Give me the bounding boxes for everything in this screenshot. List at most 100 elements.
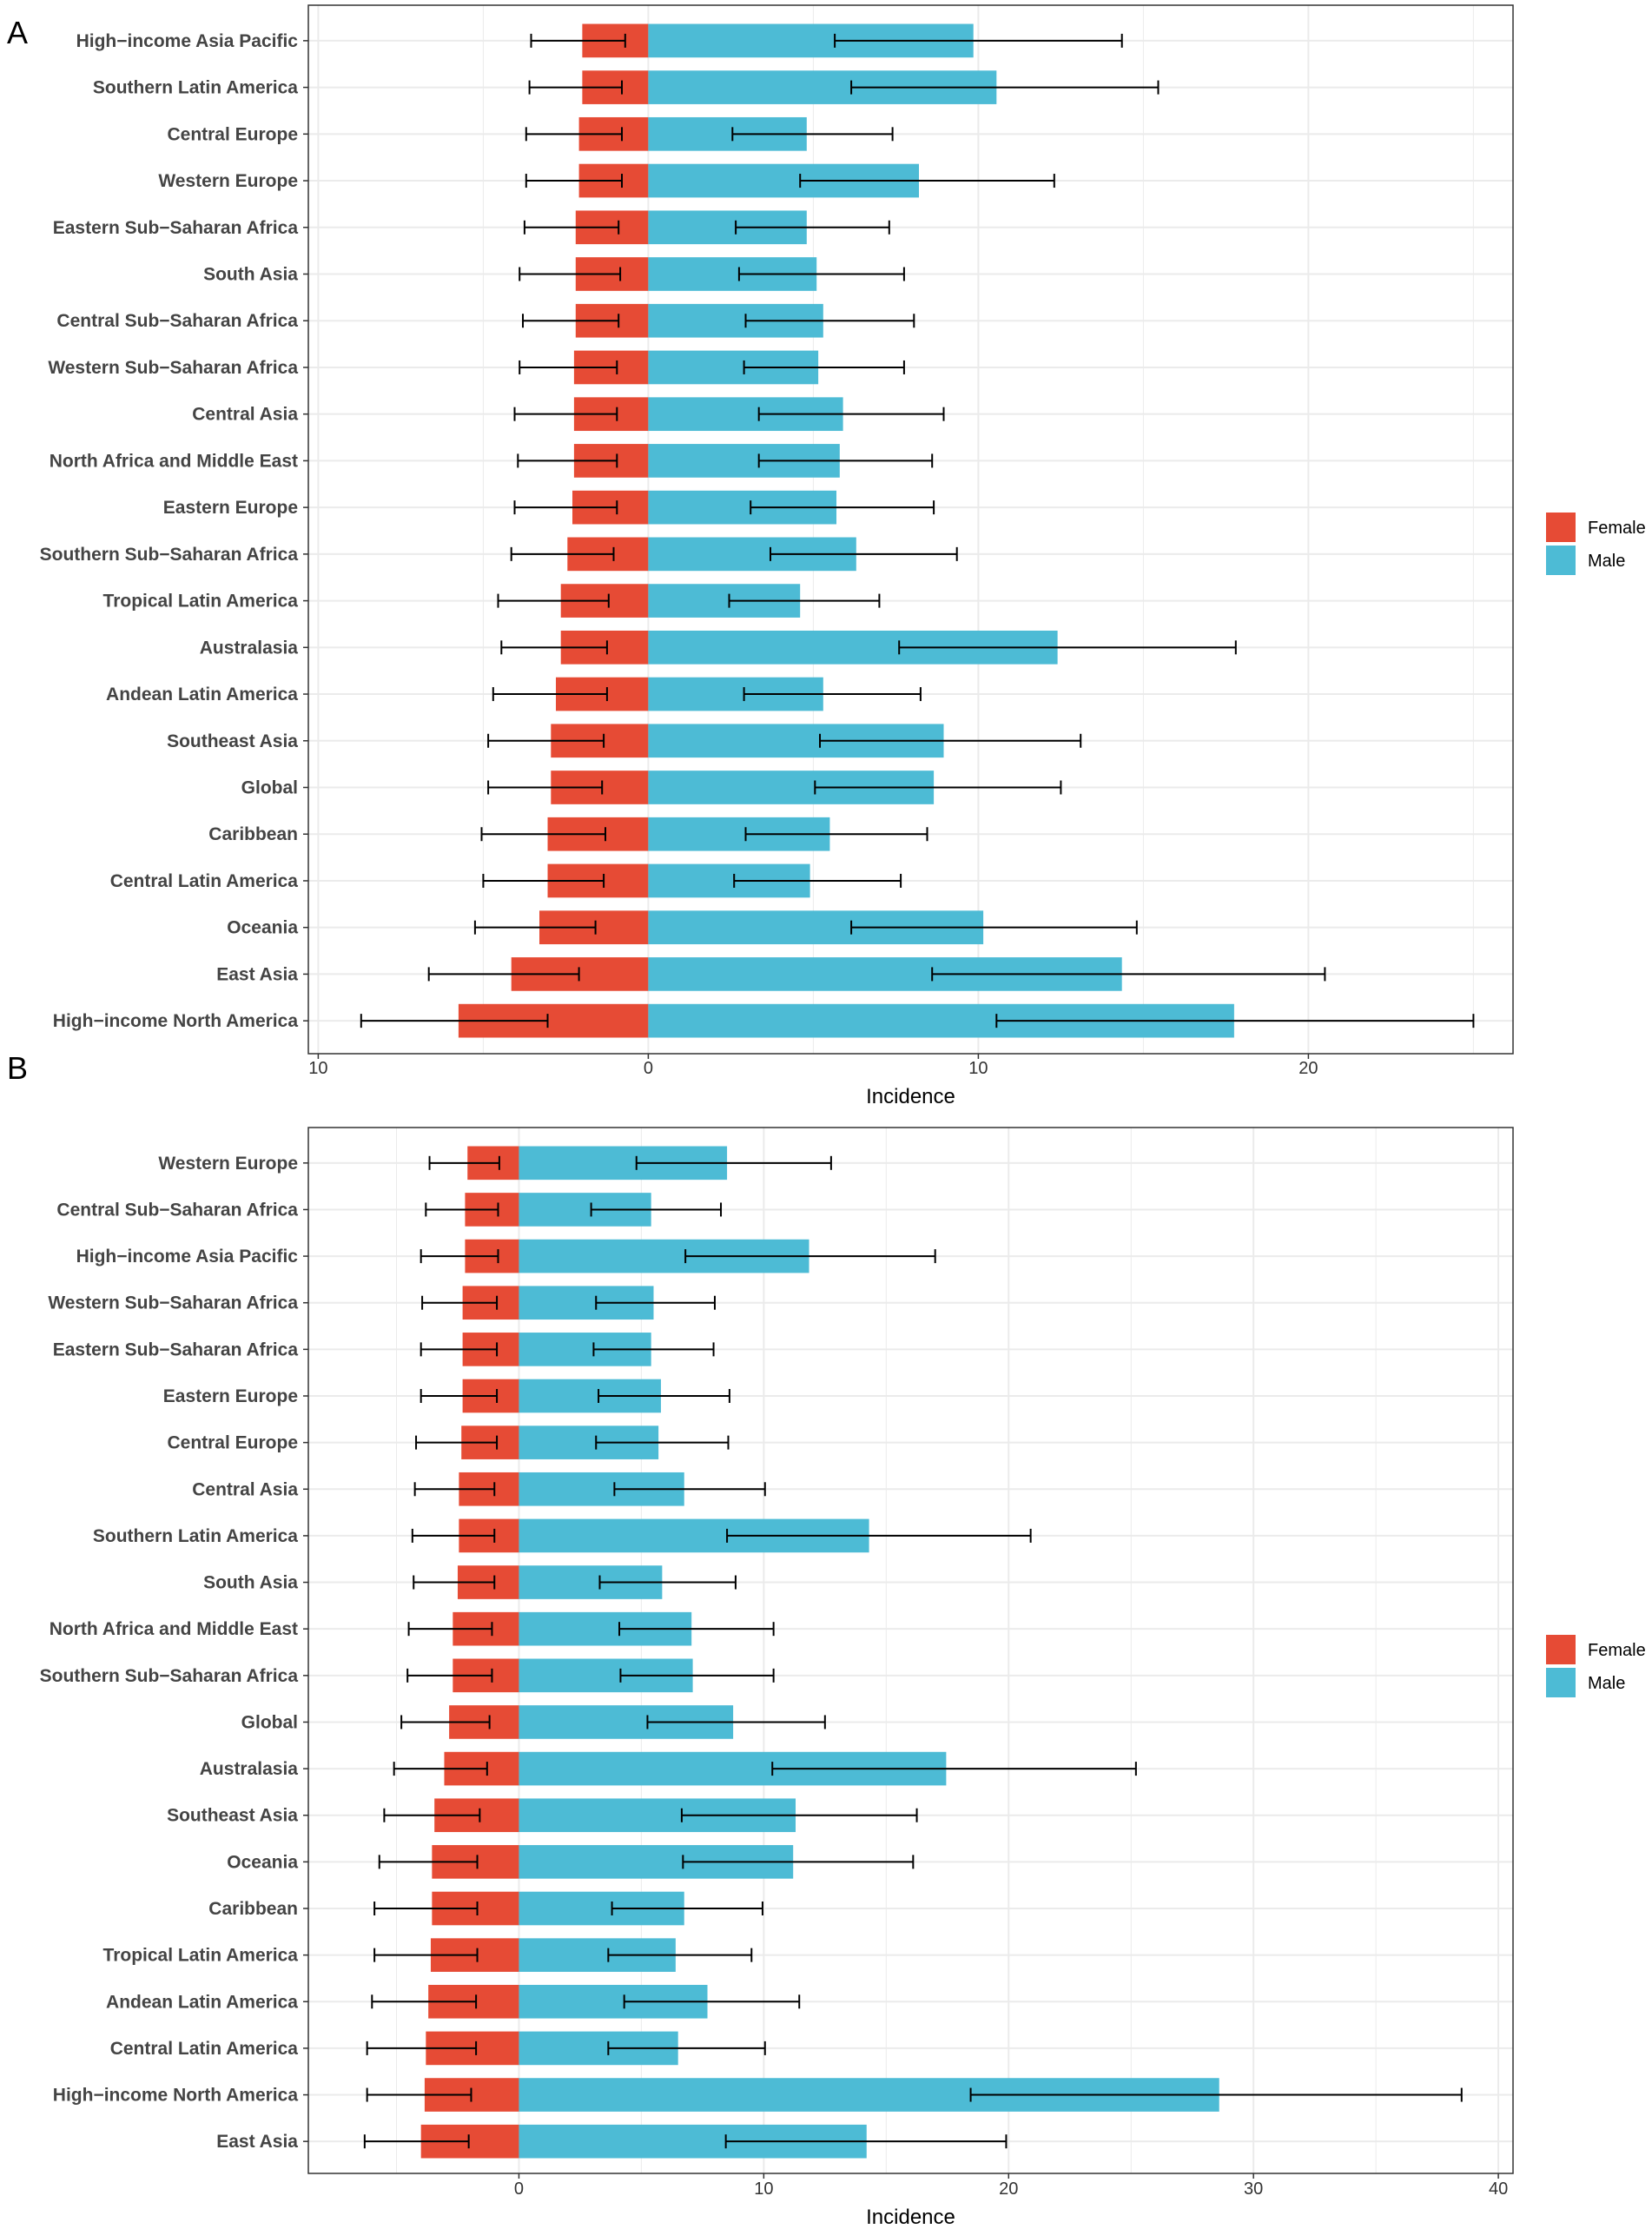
errorbar-female bbox=[363, 2134, 470, 2149]
errorbar-male bbox=[613, 1482, 766, 1497]
errorbar-female bbox=[373, 1902, 479, 1915]
x-tick-label: 40 bbox=[1489, 2179, 1508, 2199]
errorbar-male bbox=[898, 640, 1237, 655]
errorbar-male bbox=[799, 174, 1055, 189]
errorbar-male bbox=[595, 1295, 716, 1310]
errorbar-female bbox=[525, 174, 623, 189]
category-label: Western Sub−Saharan Africa bbox=[48, 1293, 298, 1313]
category-label: Global bbox=[241, 778, 298, 798]
x-axis-title: Incidence bbox=[866, 1085, 955, 1108]
category-label: Global bbox=[241, 1712, 298, 1732]
errorbar-male bbox=[743, 360, 905, 374]
errorbar-male bbox=[931, 967, 1326, 982]
category-label: Caribbean bbox=[208, 1899, 298, 1919]
category-label: South Asia bbox=[203, 265, 298, 285]
category-label: Caribbean bbox=[208, 824, 298, 844]
errorbar-female bbox=[523, 220, 620, 235]
errorbar-male bbox=[771, 1762, 1137, 1776]
errorbar-female bbox=[383, 1808, 481, 1822]
category-label: Central Asia bbox=[192, 1479, 298, 1499]
legend-label-female: Female bbox=[1588, 1641, 1646, 1660]
category-label: Southern Latin America bbox=[93, 78, 298, 98]
errorbar-female bbox=[407, 1622, 493, 1637]
category-label: Tropical Latin America bbox=[103, 592, 299, 612]
errorbar-female bbox=[513, 500, 618, 515]
x-tick-label: 0 bbox=[644, 1059, 653, 1078]
errorbar-female bbox=[373, 1948, 479, 1962]
panel-letter: A bbox=[7, 15, 28, 50]
category-label: Central Sub−Saharan Africa bbox=[56, 311, 298, 331]
errorbar-male bbox=[731, 127, 894, 142]
errorbar-female bbox=[421, 1295, 499, 1310]
errorbar-female bbox=[425, 1202, 499, 1217]
errorbar-female bbox=[427, 967, 580, 982]
category-label: High−income North America bbox=[53, 2086, 299, 2106]
errorbar-male bbox=[592, 1342, 715, 1357]
errorbar-male bbox=[724, 2134, 1008, 2149]
x-tick-label: 10 bbox=[754, 2179, 773, 2199]
category-label: Southern Latin America bbox=[93, 1526, 298, 1546]
x-tick-label: 10 bbox=[308, 1059, 327, 1078]
errorbar-female bbox=[519, 360, 618, 374]
errorbar-male bbox=[733, 873, 902, 888]
errorbar-male bbox=[728, 593, 881, 608]
panel-b: B Western Europe Central Sub−Saharan Afric… bbox=[7, 1050, 1646, 2229]
errorbar-female bbox=[473, 920, 597, 935]
errorbar-male bbox=[737, 267, 905, 281]
legend-key-female bbox=[1546, 513, 1576, 542]
errorbar-male bbox=[850, 80, 1160, 95]
errorbar-male bbox=[595, 1435, 730, 1450]
category-label: Central Latin America bbox=[110, 2039, 299, 2059]
category-label: High−income North America bbox=[53, 1011, 299, 1031]
category-label: North Africa and Middle East bbox=[50, 1619, 298, 1639]
errorbar-female bbox=[480, 827, 606, 842]
panel-a: A High−income Asia Pacific Southern Latin … bbox=[7, 4, 1646, 1108]
errorbar-female bbox=[378, 1855, 479, 1869]
errorbar-male bbox=[635, 1155, 832, 1170]
errorbar-male bbox=[598, 1389, 730, 1403]
errorbar-male bbox=[646, 1715, 826, 1730]
category-label: East Asia bbox=[216, 964, 298, 984]
category-label: South Asia bbox=[203, 1573, 298, 1593]
category-label: Central Europe bbox=[167, 1433, 298, 1453]
errorbar-female bbox=[525, 127, 623, 142]
category-label: Australasia bbox=[200, 1759, 299, 1779]
errorbar-female bbox=[406, 1668, 493, 1683]
legend-label-male: Male bbox=[1588, 1674, 1625, 1693]
errorbar-female bbox=[510, 546, 615, 561]
errorbar-female bbox=[366, 2087, 472, 2102]
legend-key-male bbox=[1546, 546, 1576, 575]
category-label: Western Europe bbox=[158, 171, 298, 191]
errorbar-female bbox=[360, 1014, 549, 1029]
x-tick-label: 0 bbox=[514, 2179, 524, 2199]
category-label: North Africa and Middle East bbox=[50, 451, 298, 471]
panel-border bbox=[307, 1127, 1514, 2174]
category-label: Tropical Latin America bbox=[103, 1946, 299, 1966]
category-label: Andean Latin America bbox=[106, 1992, 298, 2012]
category-label: Oceania bbox=[227, 918, 298, 938]
errorbar-male bbox=[757, 407, 945, 421]
errorbar-male bbox=[623, 1994, 801, 2009]
errorbar-female bbox=[519, 267, 622, 281]
x-axis-title: Incidence bbox=[866, 2206, 955, 2229]
errorbar-male bbox=[770, 546, 958, 561]
errorbar-female bbox=[428, 1155, 500, 1170]
category-label: Eastern Sub−Saharan Africa bbox=[53, 1339, 299, 1359]
legend: Female Male bbox=[1546, 513, 1646, 575]
category-label: High−income Asia Pacific bbox=[76, 1247, 299, 1267]
panel-letter: B bbox=[7, 1050, 28, 1086]
legend: Female Male bbox=[1546, 1635, 1646, 1697]
category-label: Andean Latin America bbox=[106, 685, 298, 704]
errorbar-female bbox=[487, 733, 605, 748]
errorbar-female bbox=[487, 780, 604, 795]
errorbar-female bbox=[366, 2040, 478, 2055]
errorbar-female bbox=[413, 1575, 496, 1590]
errorbar-male bbox=[684, 1249, 936, 1264]
category-label: Eastern Sub−Saharan Africa bbox=[53, 218, 299, 238]
errorbar-male bbox=[995, 1014, 1475, 1029]
legend-label-female: Female bbox=[1588, 519, 1646, 538]
panel-border bbox=[307, 4, 1514, 1055]
errorbar-male bbox=[814, 780, 1062, 795]
category-label: Southeast Asia bbox=[167, 1806, 298, 1826]
category-label: Oceania bbox=[227, 1852, 298, 1872]
